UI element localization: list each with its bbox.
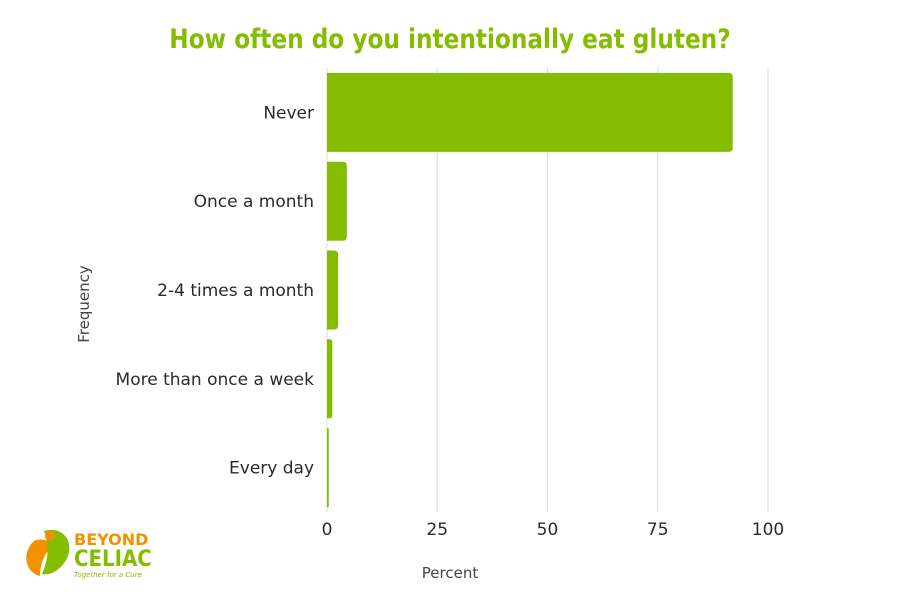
bar bbox=[327, 428, 329, 508]
beyond-celiac-logo: BEYOND CELIAC Together for a Cure bbox=[26, 529, 152, 579]
x-tick-label: 50 bbox=[537, 520, 559, 540]
bar bbox=[327, 250, 339, 330]
y-axis-label: Frequency bbox=[75, 265, 93, 343]
chart-title: How often do you intentionally eat glute… bbox=[169, 23, 730, 54]
category-label: 2-4 times a month bbox=[157, 281, 314, 301]
beyond-celiac-leaf-icon bbox=[26, 529, 70, 576]
logo-tagline: Together for a Cure bbox=[74, 571, 142, 579]
x-tick-label: 75 bbox=[647, 520, 669, 540]
bars bbox=[327, 72, 733, 508]
category-label: Never bbox=[263, 103, 314, 123]
category-label: Every day bbox=[229, 459, 314, 479]
logo-line2: CELIAC bbox=[74, 546, 152, 571]
category-labels: Never Once a month 2-4 times a month More t… bbox=[116, 103, 315, 478]
x-tick-labels: 0 25 50 75 100 bbox=[322, 520, 785, 540]
category-label: Once a month bbox=[194, 192, 314, 212]
category-label: More than once a week bbox=[116, 370, 315, 390]
bar bbox=[327, 161, 347, 241]
x-tick-label: 100 bbox=[752, 520, 784, 540]
x-tick-label: 25 bbox=[426, 520, 448, 540]
x-tick-label: 0 bbox=[322, 520, 333, 540]
x-axis-label: Percent bbox=[422, 564, 479, 582]
bar bbox=[327, 72, 733, 152]
logo-line1: BEYOND bbox=[74, 530, 148, 549]
bar bbox=[327, 339, 333, 419]
